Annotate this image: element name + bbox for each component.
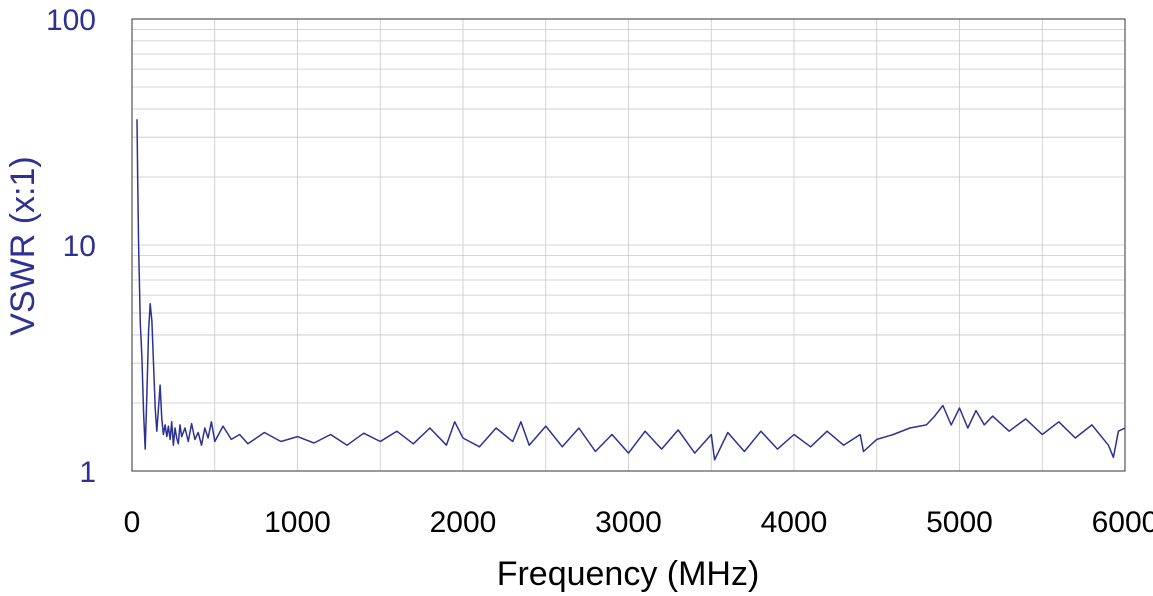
plot-frame <box>131 18 1126 472</box>
x-tick-labels: 0 1000 2000 3000 4000 5000 6000 <box>124 506 1153 539</box>
y-tick-label: 100 <box>46 4 96 37</box>
y-tick-label: 10 <box>63 230 96 263</box>
x-tick-label: 6000 <box>1092 506 1153 539</box>
x-tick-label: 2000 <box>430 506 497 539</box>
y-axis-label: VSWR (x:1) <box>4 156 42 335</box>
vswr-series-line <box>136 119 1126 461</box>
x-tick-label: 3000 <box>595 506 662 539</box>
x-tick-label: 1000 <box>264 506 331 539</box>
series-layer <box>136 119 1126 461</box>
y-tick-label: 1 <box>79 456 96 489</box>
y-tick-labels: 1 10 100 <box>46 4 96 489</box>
x-axis-label: Frequency (MHz) <box>497 555 760 593</box>
x-tick-label: 0 <box>124 506 141 539</box>
x-tick-label: 5000 <box>926 506 993 539</box>
grid-lines <box>132 19 1125 471</box>
x-tick-label: 4000 <box>761 506 828 539</box>
